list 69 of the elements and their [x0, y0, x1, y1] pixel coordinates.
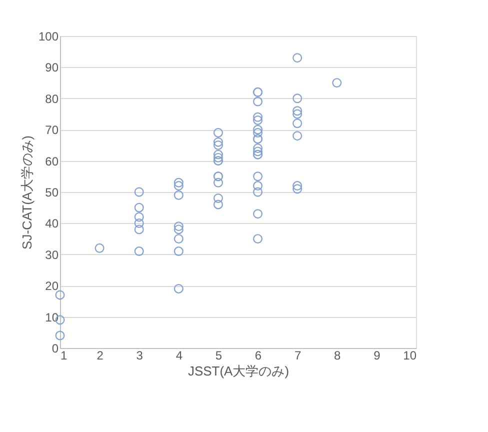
point [213, 178, 223, 188]
y-tick-label: 100 [38, 30, 59, 44]
point [213, 152, 223, 162]
x-tick-label: 6 [254, 348, 262, 362]
point [174, 190, 184, 200]
point [134, 187, 144, 197]
x-axis-title: JSST(A大学のみ) [188, 364, 290, 378]
y-tick-label: 20 [45, 279, 59, 294]
y-tick-label: 10 [45, 310, 59, 324]
point [292, 181, 302, 190]
point [253, 187, 263, 197]
point [253, 124, 263, 134]
x-tick-label: 9 [374, 348, 381, 362]
point [213, 128, 223, 138]
x-tick-label: 10 [403, 348, 417, 362]
point [292, 94, 302, 104]
point [253, 172, 263, 182]
point [253, 234, 263, 244]
point [213, 194, 223, 203]
point [55, 290, 65, 300]
x-tick-label: 8 [334, 348, 342, 362]
point [213, 150, 223, 160]
point [55, 330, 65, 340]
y-axis-title: SJ-CAT(A大学のみ) [19, 136, 34, 250]
point [253, 116, 263, 125]
point [174, 234, 184, 244]
point [253, 112, 263, 122]
point [253, 209, 263, 219]
x-tick-label: 3 [136, 348, 144, 362]
point [332, 78, 342, 88]
point [134, 212, 144, 222]
point [292, 53, 302, 63]
y-tick-label: 40 [45, 216, 59, 231]
point [94, 243, 104, 253]
point [174, 222, 184, 232]
y-tick-label: 90 [45, 60, 59, 75]
point [174, 224, 184, 234]
point [213, 200, 223, 210]
point [174, 178, 184, 188]
x-tick-label: 4 [176, 348, 183, 362]
y-tick-label: 80 [45, 92, 59, 106]
point [292, 118, 302, 128]
point [174, 246, 184, 256]
point [253, 146, 263, 156]
point [134, 202, 144, 212]
point [292, 131, 302, 141]
x-tick-label: 7 [294, 348, 302, 362]
y-tick-label: 60 [45, 154, 59, 168]
point [213, 137, 223, 147]
point [134, 218, 144, 228]
point [292, 106, 302, 116]
point [292, 184, 302, 194]
y-tick-label: 30 [45, 248, 59, 262]
point [253, 181, 263, 190]
point [174, 181, 184, 190]
point [134, 246, 144, 256]
x-tick-label: 1 [60, 348, 68, 362]
point [253, 128, 263, 138]
x-tick-label: 5 [215, 348, 222, 362]
x-tick-label: 2 [96, 348, 104, 362]
point [253, 144, 263, 154]
point [292, 109, 302, 119]
y-tick-label: 70 [45, 123, 59, 138]
point [174, 284, 184, 294]
point [134, 224, 144, 234]
y-tick-label: 50 [45, 186, 59, 200]
point [213, 140, 223, 150]
point [253, 96, 263, 106]
y-tick-label: 0 [52, 342, 59, 356]
